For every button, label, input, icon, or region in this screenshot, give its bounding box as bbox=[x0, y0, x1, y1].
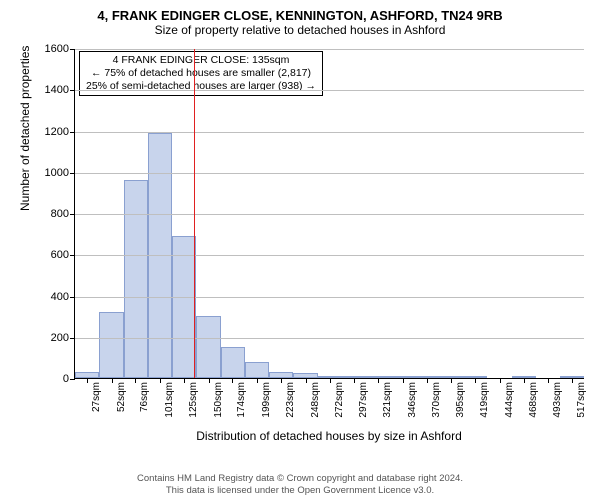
marker-line bbox=[194, 49, 195, 378]
ytick-label: 200 bbox=[51, 332, 69, 344]
footer-line-2: This data is licensed under the Open Gov… bbox=[0, 485, 600, 496]
gridline-h bbox=[75, 173, 584, 174]
xtick-mark bbox=[232, 378, 233, 383]
ytick-label: 0 bbox=[63, 373, 69, 385]
ytick-label: 1200 bbox=[45, 126, 69, 138]
histogram-bar bbox=[99, 312, 123, 378]
xtick-mark bbox=[112, 378, 113, 383]
gridline-h bbox=[75, 338, 584, 339]
annotation-line-3: 25% of semi-detached houses are larger (… bbox=[86, 80, 316, 93]
xtick-label: 248sqm bbox=[310, 382, 321, 418]
chart-subtitle: Size of property relative to detached ho… bbox=[4, 23, 596, 37]
xtick-label: 444sqm bbox=[504, 382, 515, 418]
xtick-label: 125sqm bbox=[188, 382, 199, 418]
xtick-label: 223sqm bbox=[285, 382, 296, 418]
xtick-label: 272sqm bbox=[334, 382, 345, 418]
ytick-label: 800 bbox=[51, 208, 69, 220]
annotation-line-1: 4 FRANK EDINGER CLOSE: 135sqm bbox=[86, 54, 316, 67]
xtick-label: 27sqm bbox=[91, 382, 102, 412]
y-axis-label: Number of detached properties bbox=[18, 46, 32, 211]
chart-title: 4, FRANK EDINGER CLOSE, KENNINGTON, ASHF… bbox=[4, 8, 596, 23]
x-axis-label: Distribution of detached houses by size … bbox=[74, 429, 584, 443]
xtick-mark bbox=[160, 378, 161, 383]
xtick-mark bbox=[330, 378, 331, 383]
xtick-mark bbox=[306, 378, 307, 383]
gridline-h bbox=[75, 214, 584, 215]
xtick-mark bbox=[475, 378, 476, 383]
ytick-label: 400 bbox=[51, 291, 69, 303]
xtick-mark bbox=[500, 378, 501, 383]
chart-container: 4, FRANK EDINGER CLOSE, KENNINGTON, ASHF… bbox=[0, 0, 600, 500]
xtick-label: 101sqm bbox=[164, 382, 175, 418]
gridline-h bbox=[75, 49, 584, 50]
xtick-label: 517sqm bbox=[576, 382, 587, 418]
gridline-h bbox=[75, 132, 584, 133]
xtick-label: 52sqm bbox=[116, 382, 127, 412]
ytick-mark bbox=[70, 49, 75, 50]
ytick-label: 1000 bbox=[45, 167, 69, 179]
xtick-mark bbox=[281, 378, 282, 383]
ytick-mark bbox=[70, 132, 75, 133]
histogram-bar bbox=[172, 236, 196, 378]
xtick-mark bbox=[378, 378, 379, 383]
xtick-mark bbox=[354, 378, 355, 383]
ytick-mark bbox=[70, 90, 75, 91]
ytick-label: 1400 bbox=[45, 84, 69, 96]
ytick-mark bbox=[70, 379, 75, 380]
xtick-label: 174sqm bbox=[236, 382, 247, 418]
ytick-mark bbox=[70, 214, 75, 215]
plot-region: 4 FRANK EDINGER CLOSE: 135sqm ← 75% of d… bbox=[74, 49, 584, 379]
ytick-label: 600 bbox=[51, 249, 69, 261]
histogram-bar bbox=[245, 362, 269, 379]
footer-attribution: Contains HM Land Registry data © Crown c… bbox=[0, 473, 600, 496]
xtick-mark bbox=[403, 378, 404, 383]
annotation-line-2: ← 75% of detached houses are smaller (2,… bbox=[86, 67, 316, 80]
gridline-h bbox=[75, 255, 584, 256]
xtick-mark bbox=[135, 378, 136, 383]
xtick-label: 321sqm bbox=[382, 382, 393, 418]
xtick-mark bbox=[257, 378, 258, 383]
ytick-label: 1600 bbox=[45, 43, 69, 55]
histogram-bar bbox=[196, 316, 220, 378]
xtick-label: 346sqm bbox=[407, 382, 418, 418]
xtick-mark bbox=[209, 378, 210, 383]
histogram-bar bbox=[221, 347, 245, 378]
xtick-label: 419sqm bbox=[479, 382, 490, 418]
xtick-label: 468sqm bbox=[528, 382, 539, 418]
footer-line-1: Contains HM Land Registry data © Crown c… bbox=[0, 473, 600, 484]
xtick-mark bbox=[548, 378, 549, 383]
xtick-mark bbox=[451, 378, 452, 383]
xtick-label: 199sqm bbox=[261, 382, 272, 418]
xtick-mark bbox=[524, 378, 525, 383]
xtick-label: 395sqm bbox=[455, 382, 466, 418]
xtick-mark bbox=[572, 378, 573, 383]
ytick-mark bbox=[70, 338, 75, 339]
chart-area: Number of detached properties 4 FRANK ED… bbox=[4, 41, 596, 441]
xtick-label: 150sqm bbox=[213, 382, 224, 418]
xtick-label: 297sqm bbox=[358, 382, 369, 418]
ytick-mark bbox=[70, 173, 75, 174]
gridline-h bbox=[75, 90, 584, 91]
xtick-mark bbox=[427, 378, 428, 383]
gridline-h bbox=[75, 297, 584, 298]
ytick-mark bbox=[70, 255, 75, 256]
xtick-mark bbox=[184, 378, 185, 383]
xtick-label: 76sqm bbox=[139, 382, 150, 412]
histogram-bar bbox=[124, 180, 148, 378]
xtick-label: 493sqm bbox=[552, 382, 563, 418]
xtick-mark bbox=[87, 378, 88, 383]
xtick-label: 370sqm bbox=[431, 382, 442, 418]
ytick-mark bbox=[70, 297, 75, 298]
